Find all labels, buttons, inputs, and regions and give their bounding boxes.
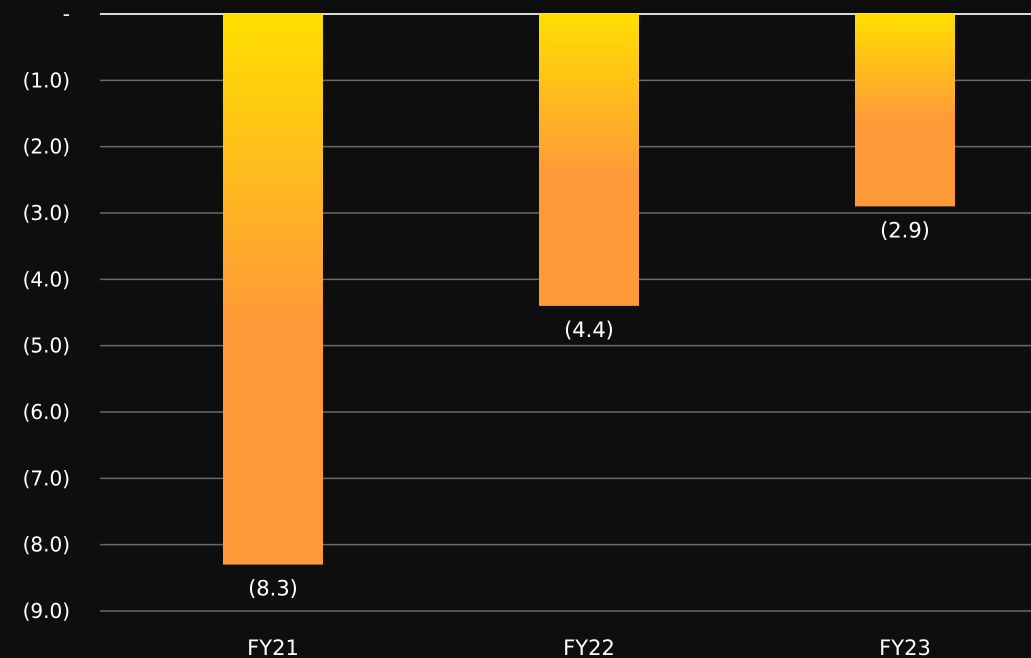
y-tick-label: (1.0): [23, 68, 70, 92]
y-tick-label: (7.0): [23, 466, 70, 490]
y-tick-label: (4.0): [23, 267, 70, 291]
bar-fy21: [223, 14, 323, 565]
bar-fy23: [855, 14, 955, 207]
y-tick-label: (9.0): [23, 599, 70, 623]
y-tick-label: (6.0): [23, 400, 70, 424]
x-tick-label-fy23: FY23: [879, 636, 931, 658]
bar-fy22: [539, 14, 639, 306]
x-tick-label-fy22: FY22: [563, 636, 615, 658]
y-tick-label: (8.0): [23, 533, 70, 557]
x-tick-label-fy21: FY21: [247, 636, 299, 658]
y-tick-label: (3.0): [23, 201, 70, 225]
y-tick-label: (2.0): [23, 135, 70, 159]
data-label-fy23: (2.9): [880, 218, 930, 242]
data-label-fy22: (4.4): [564, 318, 614, 342]
y-tick-label: -: [63, 2, 70, 26]
data-label-fy21: (8.3): [248, 577, 298, 601]
y-tick-label: (5.0): [23, 334, 70, 358]
